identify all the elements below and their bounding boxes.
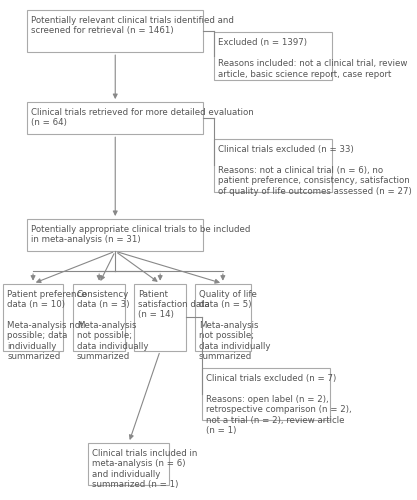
Text: Clinical trials excluded (n = 7)

Reasons: open label (n = 2),
retrospective com: Clinical trials excluded (n = 7) Reasons…: [206, 374, 352, 435]
FancyBboxPatch shape: [3, 284, 63, 351]
Text: Patient preference
data (n = 10)

Meta-analysis not
possible; data
individually
: Patient preference data (n = 10) Meta-an…: [8, 290, 87, 361]
Text: Potentially appropriate clinical trials to be included
in meta-analysis (n = 31): Potentially appropriate clinical trials …: [31, 225, 251, 244]
Text: Excluded (n = 1397)

Reasons included: not a clinical trial, review
article, bas: Excluded (n = 1397) Reasons included: no…: [218, 38, 407, 78]
FancyBboxPatch shape: [202, 368, 331, 420]
FancyBboxPatch shape: [27, 219, 203, 252]
FancyBboxPatch shape: [214, 140, 332, 192]
FancyBboxPatch shape: [88, 443, 169, 485]
Text: Patient
satisfaction data
(n = 14): Patient satisfaction data (n = 14): [138, 290, 210, 320]
Text: Potentially relevant clinical trials identified and
screened for retrieval (n = : Potentially relevant clinical trials ide…: [31, 16, 234, 36]
FancyBboxPatch shape: [214, 32, 332, 80]
Text: Quality of life
data (n = 5)

Meta-analysis
not possible;
data individually
summ: Quality of life data (n = 5) Meta-analys…: [199, 290, 271, 361]
Text: Consistency
data (n = 3)

Meta-analysis
not possible;
data individually
summariz: Consistency data (n = 3) Meta-analysis n…: [77, 290, 148, 361]
FancyBboxPatch shape: [27, 10, 203, 52]
FancyBboxPatch shape: [195, 284, 251, 351]
FancyBboxPatch shape: [73, 284, 126, 351]
FancyBboxPatch shape: [134, 284, 186, 351]
Text: Clinical trials included in
meta-analysis (n = 6)
and individually
summarized (n: Clinical trials included in meta-analysi…: [92, 449, 198, 489]
FancyBboxPatch shape: [27, 102, 203, 134]
Text: Clinical trials retrieved for more detailed evaluation
(n = 64): Clinical trials retrieved for more detai…: [31, 108, 254, 128]
Text: Clinical trials excluded (n = 33)

Reasons: not a clinical trial (n = 6), no
pat: Clinical trials excluded (n = 33) Reason…: [218, 146, 411, 196]
